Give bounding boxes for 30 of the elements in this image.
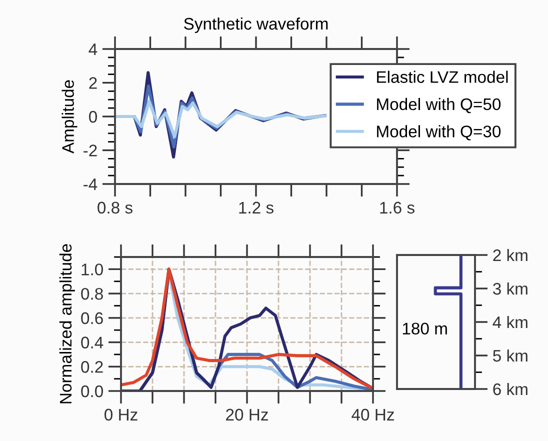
annotation: 180 m (402, 322, 447, 335)
legend-label: Model with Q=30 (377, 125, 501, 140)
y-tick-label: 2 km (493, 248, 528, 262)
y-tick-label: 0.2 (81, 361, 103, 373)
y-tick-label: 6 km (493, 382, 528, 396)
x-tick-label: 1.2 s (239, 202, 274, 214)
x-tick-label: 0 Hz (104, 408, 138, 421)
x-tick-label: 40 Hz (352, 408, 394, 421)
y-axis-title: Normalized amplitude (59, 244, 75, 404)
legend-label: Elastic LVZ model (377, 70, 508, 83)
y-tick-label: 4 (88, 44, 98, 56)
y-tick-label: -2 (84, 144, 97, 156)
y-tick-label: 2 (89, 77, 97, 89)
y-tick-label: 5 km (493, 349, 528, 362)
y-tick-label: 1.0 (82, 264, 103, 276)
chart-title: Synthetic waveform (184, 17, 328, 34)
y-tick-label: 4 km (492, 316, 528, 328)
y-tick-label: -4 (84, 178, 98, 190)
y-tick-label: 0.0 (81, 385, 103, 398)
x-tick-label: 1.6 s (380, 202, 414, 214)
y-tick-label: 0 (89, 110, 97, 123)
x-tick-label: 20 Hz (226, 408, 268, 421)
legend-label: Model with Q=50 (377, 98, 501, 114)
line-series (115, 100, 326, 138)
y-tick-label: 0.6 (81, 312, 103, 324)
x-tick-label: 0.8 s (98, 202, 132, 214)
y-axis-title: Amplitude (62, 80, 78, 154)
y-tick-label: 3 km (492, 282, 528, 295)
y-tick-label: 0.4 (81, 336, 104, 348)
y-tick-label: 0.8 (81, 288, 103, 300)
